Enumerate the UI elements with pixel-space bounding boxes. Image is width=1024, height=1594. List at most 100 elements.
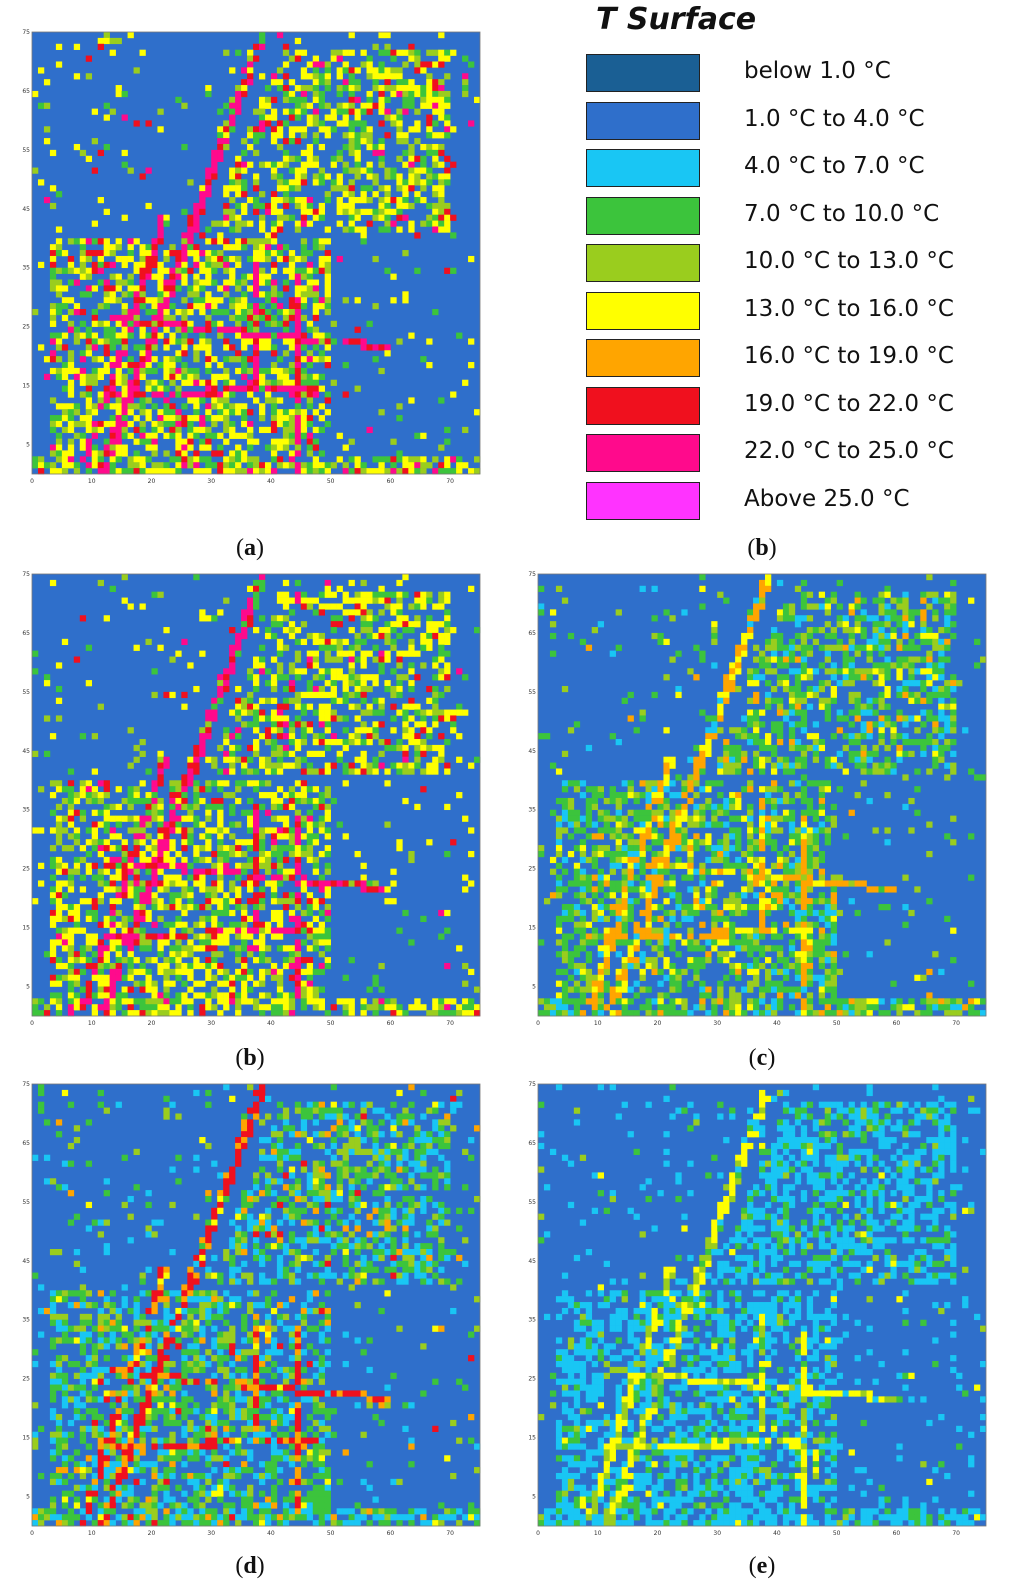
heatmap-cell <box>139 968 146 976</box>
heatmap-cell <box>759 739 766 746</box>
heatmap-cell <box>402 79 409 86</box>
heatmap-cell <box>372 173 379 180</box>
heatmap-cell <box>282 314 290 322</box>
heatmap-cell <box>258 756 266 763</box>
heatmap-cell <box>282 379 290 386</box>
heatmap-cell <box>253 821 260 828</box>
heatmap-cell <box>753 739 760 746</box>
heatmap-cell <box>282 385 290 392</box>
heatmap-cell <box>109 1010 116 1017</box>
heatmap-cell <box>235 179 242 186</box>
heatmap-cell <box>241 780 248 787</box>
heatmap-cell <box>687 668 694 675</box>
heatmap-cell <box>908 691 915 699</box>
heatmap-cell <box>139 373 146 380</box>
heatmap-cell <box>133 904 140 911</box>
heatmap-cell <box>402 197 409 204</box>
heatmap-cell <box>378 703 385 710</box>
heatmap-cell <box>759 674 766 681</box>
heatmap-cell <box>420 721 427 728</box>
heatmap-cell <box>276 179 284 186</box>
heatmap-cell <box>932 744 939 752</box>
heatmap-cell <box>390 744 397 752</box>
heatmap-cell <box>55 332 63 339</box>
heatmap-cell <box>438 49 445 56</box>
heatmap-cell <box>866 733 873 740</box>
heatmap-cell <box>264 780 272 787</box>
heatmap-cell <box>133 462 140 469</box>
heatmap-cell <box>163 397 170 404</box>
heatmap-cell <box>241 756 248 763</box>
heatmap-cell <box>878 609 885 616</box>
heatmap-cell <box>402 744 409 752</box>
heatmap-cell <box>103 1004 110 1011</box>
heatmap-cell <box>175 821 182 828</box>
heatmap-cell <box>288 850 296 858</box>
heatmap-cell <box>205 827 212 834</box>
heatmap-cell <box>300 85 308 92</box>
heatmap-cell <box>223 238 230 245</box>
heatmap-cell <box>354 120 361 127</box>
heatmap-cell <box>318 167 325 174</box>
heatmap-cell <box>133 939 140 946</box>
heatmap-cell <box>121 362 128 369</box>
heatmap-cell <box>163 314 170 322</box>
heatmap-cell <box>91 261 98 269</box>
heatmap-cell <box>241 632 248 640</box>
heatmap-cell <box>444 739 451 746</box>
heatmap-cell <box>836 579 843 587</box>
heatmap-cell <box>770 685 778 693</box>
heatmap-cell <box>282 43 290 50</box>
heatmap-cell <box>235 285 242 292</box>
heatmap-cell <box>223 415 230 422</box>
heatmap-cell <box>384 627 391 634</box>
heatmap-cell <box>139 962 146 970</box>
heatmap-cell <box>175 96 182 104</box>
heatmap-cell <box>312 438 320 445</box>
heatmap-cell <box>324 962 331 970</box>
heatmap-cell <box>294 385 302 392</box>
heatmap-cell <box>258 762 266 769</box>
heatmap-cell <box>67 261 75 269</box>
heatmap-cell <box>217 468 224 475</box>
heatmap-cell <box>854 621 861 628</box>
heatmap-cell <box>282 332 290 339</box>
heatmap-cell <box>318 644 325 651</box>
heatmap-cell <box>426 114 433 121</box>
heatmap-cell <box>878 715 885 722</box>
heatmap-cell <box>175 792 182 799</box>
heatmap-cell <box>151 786 158 793</box>
heatmap-cell <box>32 668 39 675</box>
heatmap-cell <box>175 880 182 887</box>
heatmap-cell <box>908 662 915 669</box>
heatmap-cell <box>342 715 349 722</box>
heatmap-cell <box>372 615 379 622</box>
heatmap-cell <box>127 279 134 286</box>
heatmap-cell <box>854 762 861 769</box>
heatmap-cell <box>282 845 290 852</box>
heatmap-cell <box>300 909 308 917</box>
heatmap-cell <box>276 992 284 999</box>
heatmap-cell <box>229 468 236 475</box>
heatmap-cell <box>699 585 706 592</box>
heatmap-cell <box>67 438 75 445</box>
heatmap-cell <box>938 691 945 699</box>
heatmap-cell <box>133 892 140 899</box>
heatmap-cell <box>79 332 87 339</box>
heatmap-cell <box>109 297 116 304</box>
heatmap-cell <box>294 703 302 710</box>
heatmap-cell <box>348 73 355 80</box>
heatmap-cell <box>109 1004 116 1011</box>
heatmap-cell <box>264 462 272 469</box>
heatmap-cell <box>348 662 355 669</box>
heatmap-cell <box>348 762 355 769</box>
heatmap-cell <box>235 898 242 905</box>
heatmap-cell <box>127 797 134 805</box>
heatmap-cell <box>944 762 951 769</box>
heatmap-cell <box>693 744 700 752</box>
heatmap-cell <box>812 627 820 634</box>
heatmap-cell <box>944 774 951 781</box>
heatmap-cell <box>163 856 170 864</box>
heatmap-cell <box>235 49 242 56</box>
heatmap-cell <box>253 197 260 204</box>
